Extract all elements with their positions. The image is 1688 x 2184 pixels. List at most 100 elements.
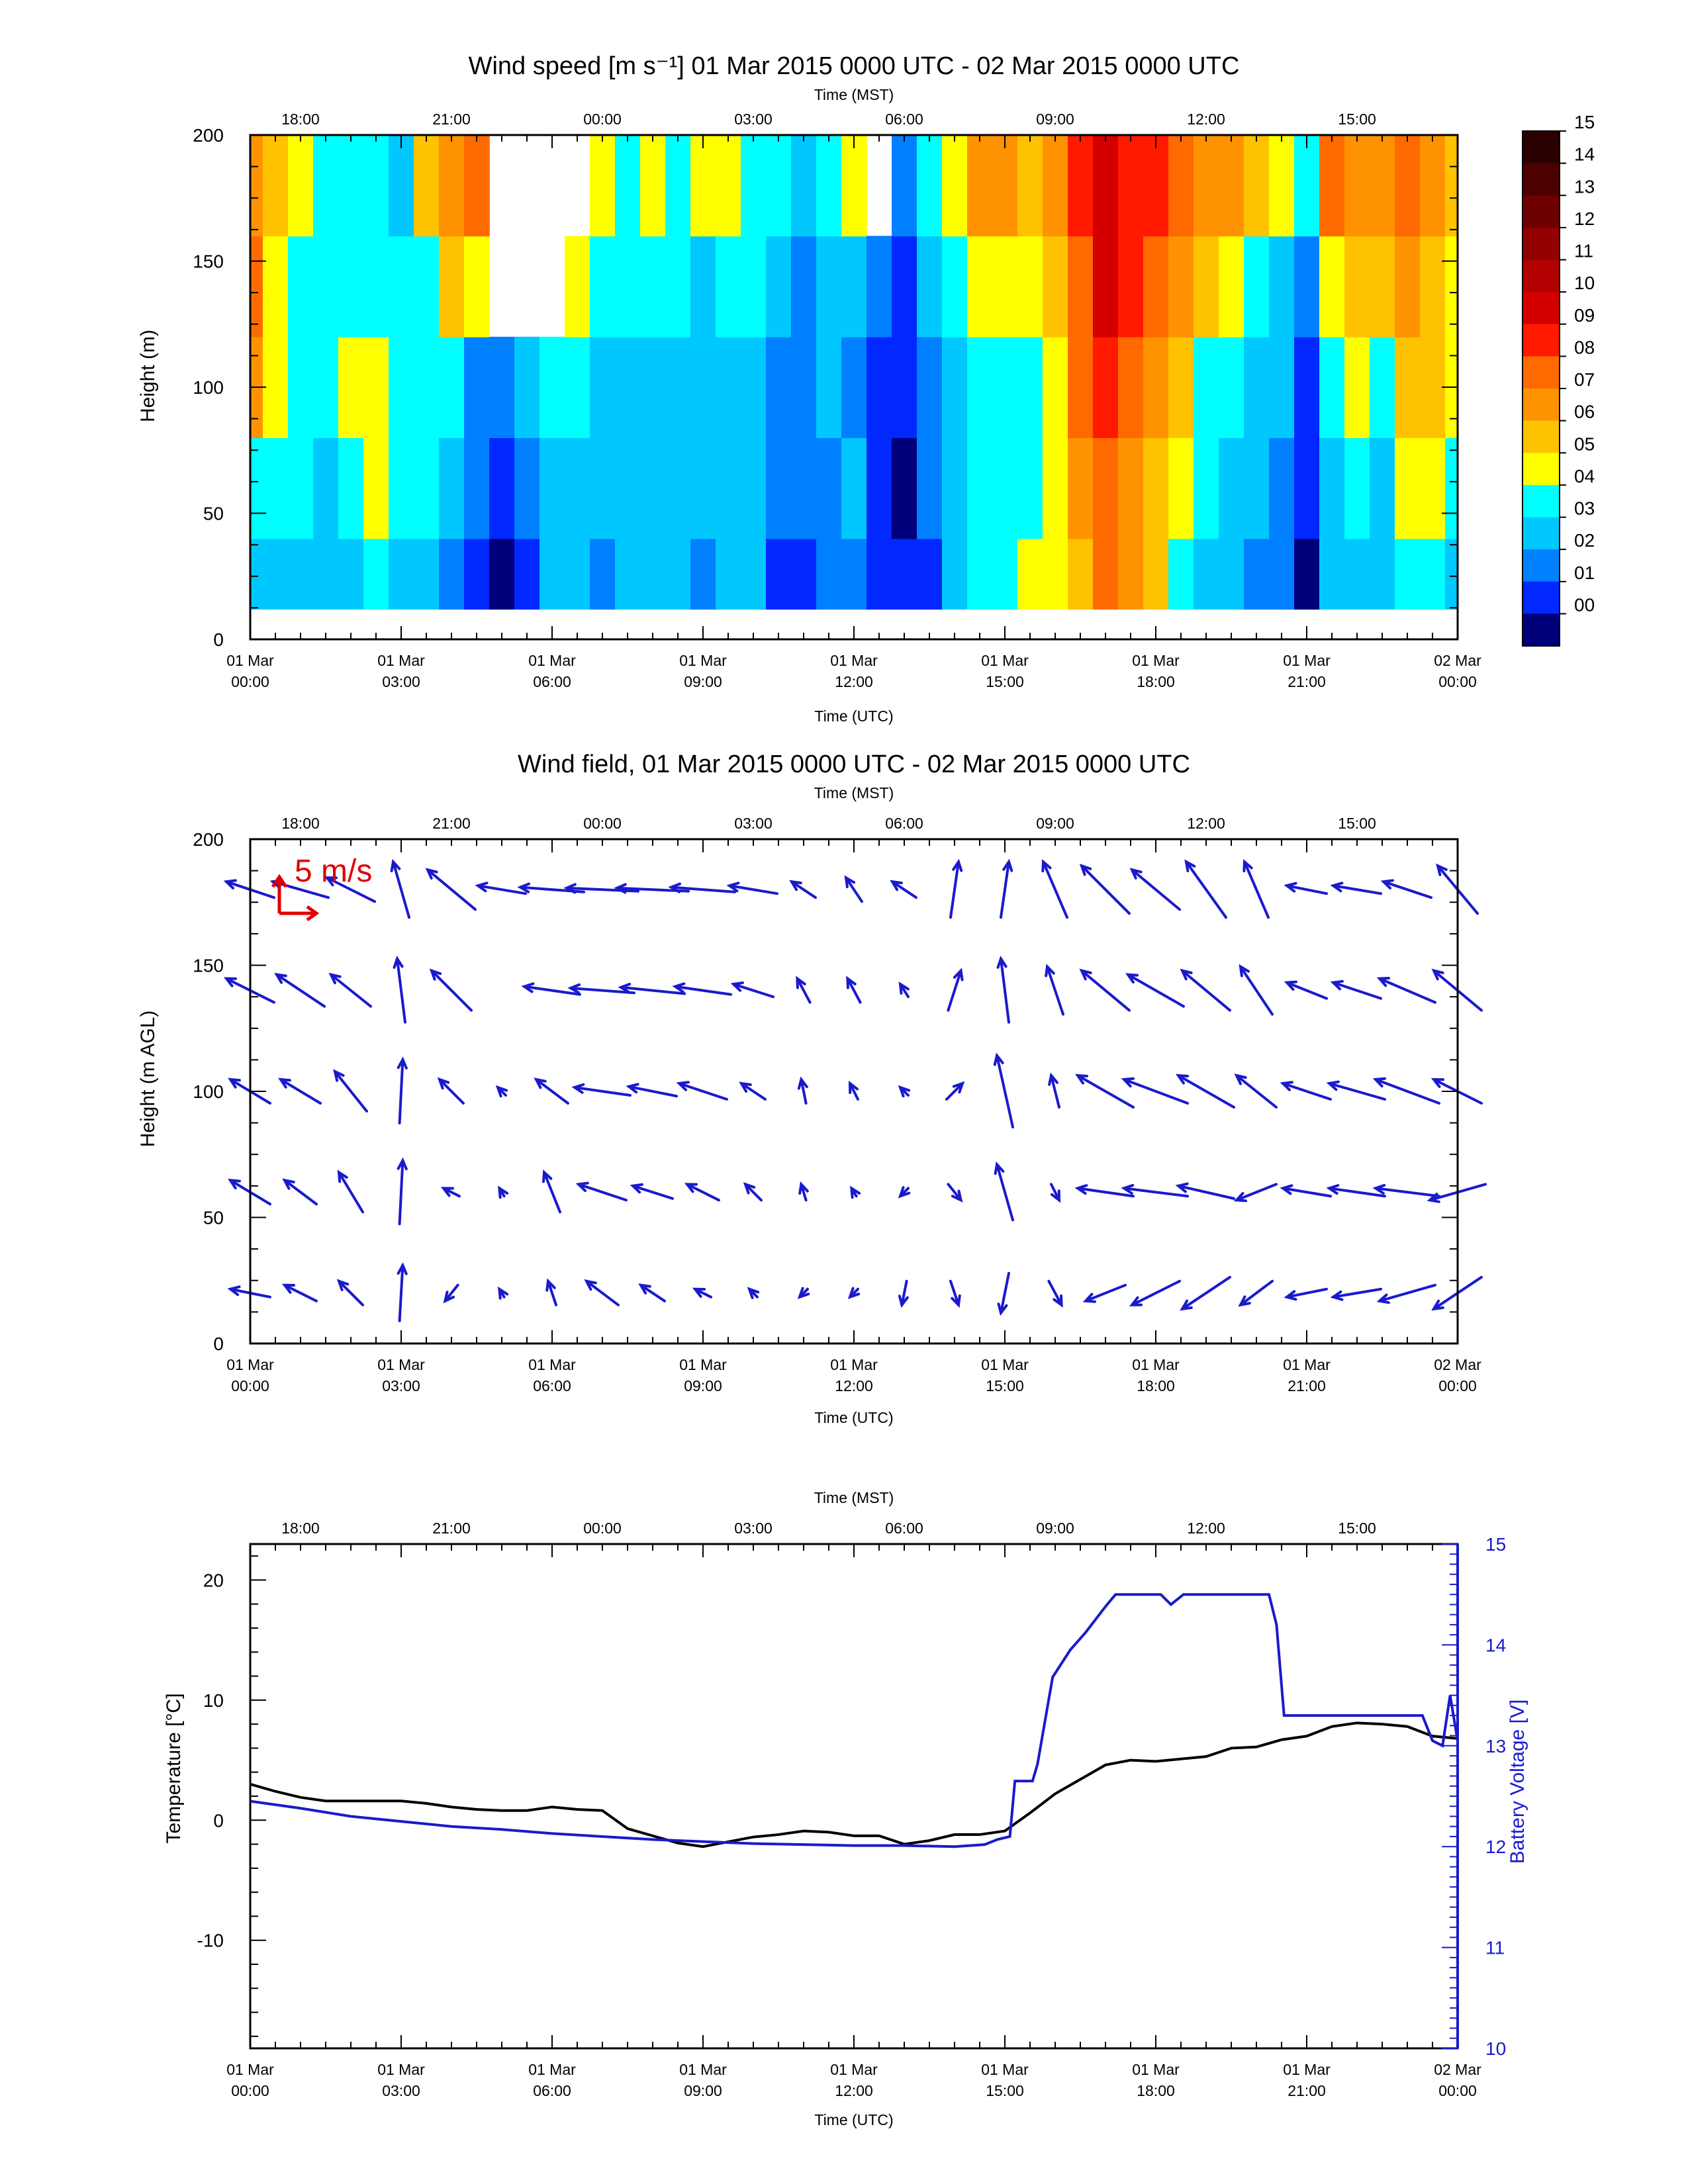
x-tick-label-date: 01 Mar — [981, 2061, 1029, 2078]
heatmap-cell — [791, 538, 817, 610]
heatmap-cell — [816, 135, 842, 237]
y-tick-label: 0 — [213, 1334, 224, 1354]
heatmap-cell — [867, 437, 892, 539]
x-tick-label-time: 06:00 — [533, 2082, 571, 2099]
wind-vector — [437, 1077, 465, 1105]
heatmap-cell — [1370, 135, 1395, 237]
colorbar-swatch — [1523, 292, 1560, 325]
colorbar-label: 13 — [1574, 176, 1595, 197]
wind-vector — [584, 1279, 620, 1306]
heatmap-cell — [917, 437, 943, 539]
heatmap-cell — [1017, 236, 1043, 338]
heatmap-cell — [338, 336, 364, 438]
heatmap-cell — [288, 437, 314, 539]
heatmap-cell — [867, 236, 892, 338]
heatmap-cell — [1294, 236, 1320, 338]
heatmap-cell — [1118, 135, 1144, 237]
x-tick-label-date: 01 Mar — [1132, 652, 1180, 669]
y-tick-label: 150 — [193, 251, 224, 272]
x-tick-label-date: 01 Mar — [377, 2061, 425, 2078]
wind-vector — [789, 880, 817, 899]
x-tick-label-date: 01 Mar — [528, 652, 576, 669]
y-tick-label: 0 — [213, 1810, 224, 1831]
wind-vector — [1372, 1183, 1440, 1198]
heatmap-cell — [1219, 437, 1244, 539]
heatmap-cell — [363, 336, 389, 438]
scale-arrow-vertical — [271, 874, 288, 913]
wind-vector — [328, 972, 372, 1008]
x-tick-label-date: 01 Mar — [528, 1356, 576, 1373]
top-x-tick-label: 09:00 — [1036, 111, 1074, 128]
x-tick-label-time: 03:00 — [382, 2082, 420, 2099]
heatmap-cell — [615, 236, 641, 338]
heatmap-cell — [892, 135, 917, 237]
x-tick-label-time: 12:00 — [835, 673, 873, 690]
heatmap-cell — [1043, 437, 1068, 539]
heatmap-cell — [992, 538, 1018, 610]
heatmap-cell — [1395, 236, 1421, 338]
heatmap-cell — [389, 135, 414, 237]
battery-tick-label: 11 — [1485, 1938, 1505, 1958]
heatmap-cell — [1068, 236, 1094, 338]
heatmap-cell — [363, 135, 389, 237]
wind-vector — [898, 1085, 911, 1098]
wind-vector — [534, 1077, 569, 1105]
heatmap-cell — [1017, 437, 1043, 539]
heatmap-cell — [716, 437, 741, 539]
wind-vector — [730, 981, 774, 999]
heatmap-cell — [716, 336, 741, 438]
heatmap-cell — [250, 437, 263, 539]
top-x-tick-label: 12:00 — [1187, 1520, 1225, 1537]
wind-vector — [397, 1157, 408, 1226]
heatmap-cell — [389, 336, 414, 438]
heatmap-cell — [816, 437, 842, 539]
wind-vector — [1050, 1183, 1061, 1203]
heatmap-cell — [1093, 336, 1119, 438]
heatmap-cell — [1294, 135, 1320, 237]
colorbar-swatch — [1523, 453, 1560, 486]
wind-vector — [324, 876, 376, 903]
top-x-tick-label: 18:00 — [281, 1520, 320, 1537]
heatmap-cell — [741, 236, 767, 338]
heatmap-cell — [942, 135, 968, 237]
heatmap-cell — [539, 437, 565, 539]
colorbar-label: 12 — [1574, 208, 1595, 229]
wind-speed-colorbar: 15 14 13 12 11 10 09 08 07 06 05 04 03 02 01 00 — [1522, 112, 1595, 647]
y-tick-label: 50 — [203, 1208, 224, 1228]
heatmap-cell — [1370, 538, 1395, 610]
temperature-battery-lines — [250, 1593, 1459, 1848]
wind-vector — [498, 1185, 509, 1199]
x-tick-label-time: 21:00 — [1288, 1377, 1326, 1394]
x-tick-label-date: 01 Mar — [377, 652, 425, 669]
heatmap-cell — [816, 336, 842, 438]
heatmap-cell — [1370, 437, 1395, 539]
wind-vector — [1045, 964, 1064, 1016]
top-x-tick-label: 15:00 — [1338, 815, 1376, 832]
wind-vector — [1175, 1182, 1235, 1200]
wind-vector — [630, 1183, 674, 1200]
wind-vector — [947, 968, 964, 1012]
heatmap-cell — [615, 437, 641, 539]
heatmap-cell — [1445, 135, 1458, 237]
wind-vector — [1047, 1279, 1063, 1308]
heatmap-cell — [250, 135, 263, 237]
wind-vector — [726, 882, 778, 895]
wind-vector — [397, 1262, 408, 1322]
heatmap-cell — [464, 336, 490, 438]
heatmap-cell — [766, 135, 792, 237]
wind-vector — [1243, 858, 1270, 919]
x-tick-label-date: 02 Mar — [1434, 1356, 1481, 1373]
wind-vector — [390, 858, 410, 919]
heatmap-cell — [439, 437, 465, 539]
heatmap-cell — [1395, 135, 1421, 237]
x-tick-label-date: 01 Mar — [830, 652, 878, 669]
heatmap-cell — [690, 336, 716, 438]
x-tick-label-time: 12:00 — [835, 2082, 873, 2099]
x-tick-label-time: 15:00 — [986, 673, 1024, 690]
wind-field-top-axis-label: Time (MST) — [814, 784, 894, 801]
heatmap-cell — [690, 135, 716, 237]
heatmap-cell — [338, 437, 364, 539]
heatmap-cell — [489, 538, 515, 610]
x-tick-label-date: 01 Mar — [679, 2061, 727, 2078]
